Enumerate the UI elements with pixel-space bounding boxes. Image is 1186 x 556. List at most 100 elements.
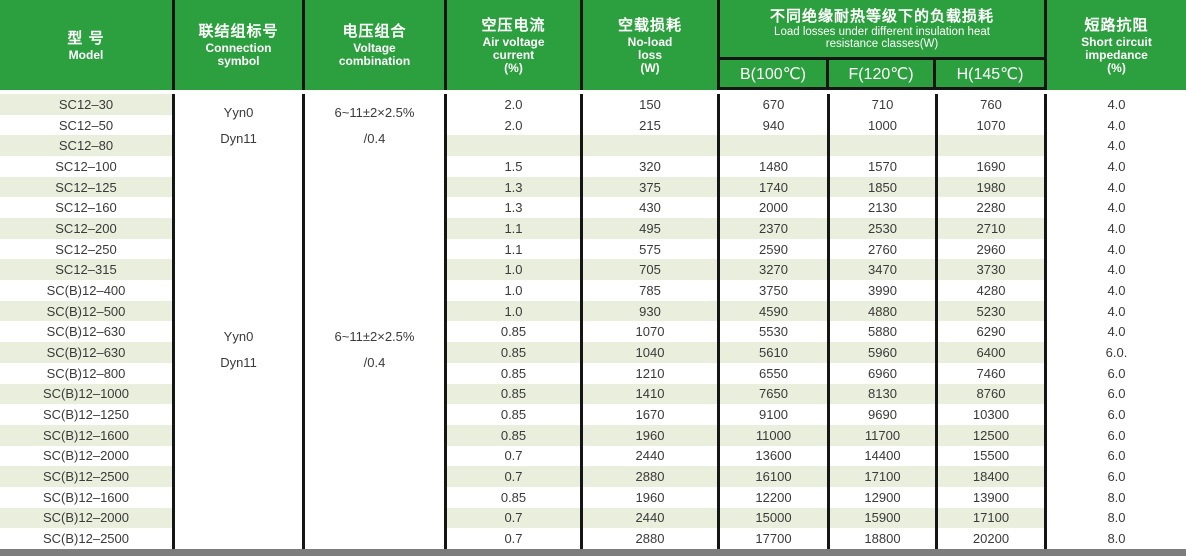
class-f-loss-cell: 18800 <box>830 528 938 549</box>
class-f-loss-cell: 14400 <box>830 445 938 467</box>
air-current-cell: 1.0 <box>447 280 583 301</box>
voltage-group-2: 6~11±2×2.5% /0.4 <box>305 324 444 376</box>
class-f-loss-cell: 1570 <box>830 156 938 177</box>
class-h-loss-cell: 8760 <box>938 383 1047 405</box>
model-cell: SC(B)12–800 <box>0 362 175 384</box>
no-load-loss-cell: 320 <box>583 156 720 177</box>
air-current-cell: 2.0 <box>447 94 583 115</box>
class-b-loss-cell: 16100 <box>720 466 830 487</box>
header-impedance-en3: (%) <box>1107 60 1126 75</box>
class-h-loss-cell: 2710 <box>938 218 1047 239</box>
model-cell: SC(B)12–1000 <box>0 383 175 405</box>
table-header: 型 号 Model 联结组标号 Connection symbol 电压组合 V… <box>0 0 1186 90</box>
class-b-loss-cell: 2370 <box>720 218 830 239</box>
no-load-loss-cell: 705 <box>583 259 720 281</box>
class-f-loss-cell: 17100 <box>830 466 938 487</box>
impedance-cell: 6.0 <box>1107 407 1126 423</box>
class-h-loss-cell: 7460 <box>938 362 1047 384</box>
class-f-loss-cell: 3990 <box>830 280 938 301</box>
impedance-cell: 6.0 <box>1107 448 1126 464</box>
class-b-loss-cell <box>720 135 830 157</box>
class-b-loss-cell: 6550 <box>720 362 830 384</box>
impedance-cell: 8.0 <box>1107 510 1126 526</box>
impedance-cell: 8.0 <box>1107 531 1126 547</box>
model-cell: SC(B)12–1250 <box>0 404 175 425</box>
header-connection-en1: Connection <box>205 41 272 55</box>
impedance-cell: 4.0 <box>1107 262 1126 278</box>
class-f-loss-cell: 2760 <box>830 238 938 260</box>
header-loadloss-zh: 不同绝缘耐热等级下的负载损耗 <box>769 8 994 25</box>
class-f-loss-cell: 3470 <box>830 259 938 281</box>
class-b-loss-cell: 940 <box>720 114 830 136</box>
model-cell: SC(B)12–500 <box>0 300 175 322</box>
air-current-cell: 0.85 <box>447 362 583 384</box>
air-current-cell: 0.7 <box>447 507 583 529</box>
class-h-loss-cell: 13900 <box>938 486 1047 508</box>
model-cell: SC12–30 <box>0 94 175 115</box>
class-b-loss-cell: 12200 <box>720 486 830 508</box>
air-current-cell: 0.85 <box>447 321 583 343</box>
class-f-loss-cell: 4880 <box>830 300 938 322</box>
class-h-loss-cell: 10300 <box>938 404 1047 425</box>
class-b-loss-cell: 1740 <box>720 176 830 198</box>
model-cell: SC(B)12–2500 <box>0 528 175 549</box>
class-b-loss-cell: 5530 <box>720 321 830 343</box>
header-connection-symbol: 联结组标号 Connection symbol <box>175 0 305 90</box>
header-noload-en3: (W) <box>640 60 660 75</box>
header-impedance-en2: impedance <box>1085 47 1148 62</box>
model-cell: SC(B)12–400 <box>0 280 175 301</box>
class-h-loss-cell: 12500 <box>938 424 1047 446</box>
air-current-cell: 1.3 <box>447 176 583 198</box>
header-voltage-zh: 电压组合 <box>342 23 407 40</box>
class-h-loss-cell: 6400 <box>938 342 1047 363</box>
no-load-loss-cell: 375 <box>583 176 720 198</box>
no-load-loss-cell: 2440 <box>583 507 720 529</box>
no-load-loss-cell: 2880 <box>583 466 720 487</box>
header-short-circuit-impedance: 短路抗阻 Short circuit impedance (%) <box>1047 0 1186 90</box>
class-f-loss-cell: 6960 <box>830 362 938 384</box>
voltage-group-1-line1: 6~11±2×2.5% <box>334 105 415 120</box>
voltage-group-2-line2: /0.4 <box>363 355 386 370</box>
class-f-loss-cell: 1850 <box>830 176 938 198</box>
no-load-loss-cell: 1410 <box>583 383 720 405</box>
air-current-cell: 1.3 <box>447 197 583 219</box>
class-f-loss-cell <box>830 135 938 157</box>
header-class-f: F(120℃) <box>829 60 937 87</box>
class-b-loss-cell: 9100 <box>720 404 830 425</box>
class-b-loss-cell: 7650 <box>720 383 830 405</box>
impedance-cell: 6.0 <box>1107 469 1126 485</box>
class-b-loss-cell: 2590 <box>720 238 830 260</box>
no-load-loss-cell: 1070 <box>583 321 720 343</box>
header-class-h: H(145℃) <box>956 65 1024 83</box>
impedance-cell: 4.0 <box>1107 138 1126 154</box>
class-h-loss-cell: 20200 <box>938 528 1047 549</box>
air-current-cell: 1.1 <box>447 238 583 260</box>
impedance-cell: 8.0 <box>1107 489 1126 505</box>
class-b-loss-cell: 1480 <box>720 156 830 177</box>
class-h-loss-cell: 6290 <box>938 321 1047 343</box>
class-b-loss-cell: 3270 <box>720 259 830 281</box>
model-cell: SC12–50 <box>0 114 175 136</box>
impedance-cell: 6.0 <box>1107 365 1126 381</box>
impedance-cell: 4.0 <box>1107 117 1126 133</box>
class-b-loss-cell: 13600 <box>720 445 830 467</box>
no-load-loss-cell: 1960 <box>583 486 720 508</box>
model-cell: SC(B)12–2000 <box>0 507 175 529</box>
class-f-loss-cell: 710 <box>830 94 938 115</box>
connection-group-1: Yyn0 Dyn11 <box>175 100 302 152</box>
header-loadloss-en1: Load losses under different insulation h… <box>774 26 990 38</box>
class-f-loss-cell: 11700 <box>830 424 938 446</box>
impedance-cell: 4.0 <box>1107 158 1126 174</box>
voltage-group-2-line1: 6~11±2×2.5% <box>334 329 415 344</box>
model-cell: SC12–200 <box>0 218 175 239</box>
header-air-zh: 空压电流 <box>481 16 546 34</box>
connection-group-2-line2: Dyn11 <box>220 355 257 370</box>
class-h-loss-cell: 1690 <box>938 156 1047 177</box>
no-load-loss-cell <box>583 135 720 157</box>
impedance-cell: 6.0 <box>1107 386 1126 402</box>
air-current-cell <box>447 135 583 157</box>
class-b-loss-cell: 15000 <box>720 507 830 529</box>
header-loadloss-en2: resistance classes(W) <box>825 38 939 50</box>
model-cell: SC12–80 <box>0 135 175 157</box>
class-b-loss-cell: 3750 <box>720 280 830 301</box>
